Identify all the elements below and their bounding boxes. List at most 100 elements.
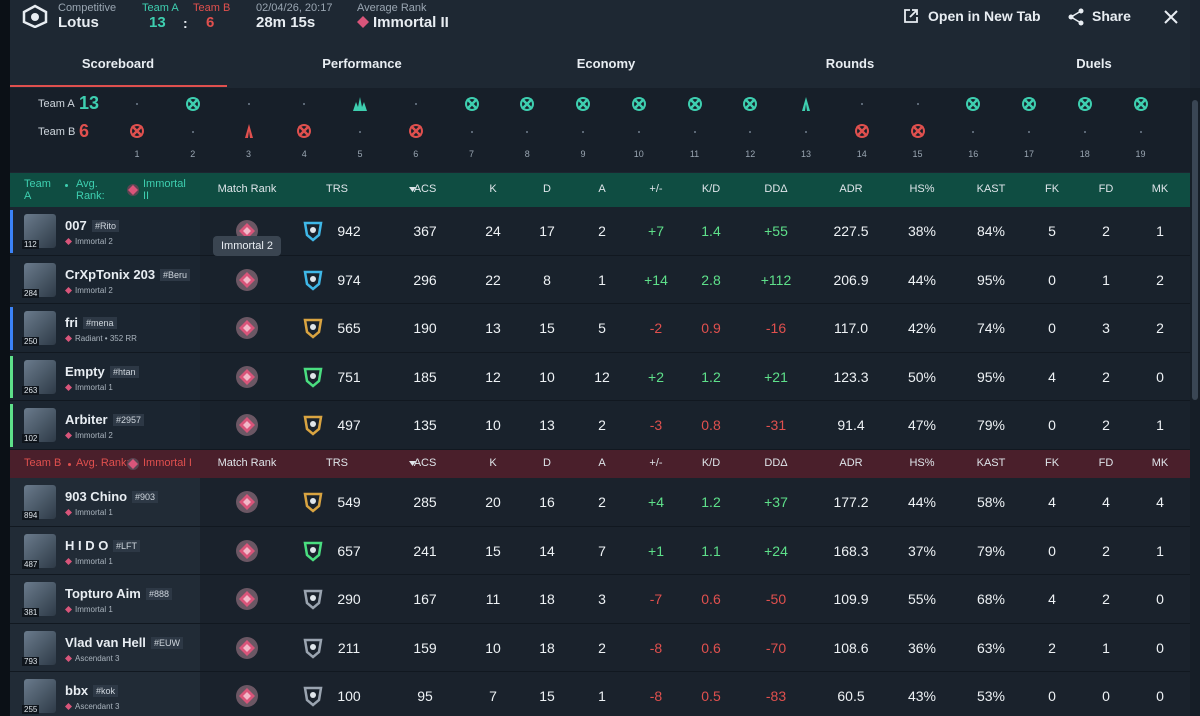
- stat: 4: [1048, 494, 1056, 510]
- tab[interactable]: Performance: [322, 56, 402, 71]
- stat: 16: [539, 494, 555, 510]
- player-row: [10, 672, 1190, 716]
- left-strip: [0, 0, 10, 716]
- level: 112: [22, 240, 39, 249]
- sort-arrow: [409, 461, 416, 466]
- mode: Competitive: [58, 2, 117, 14]
- round-dot: [526, 131, 529, 133]
- stat: 22: [485, 271, 501, 288]
- close-icon[interactable]: [1164, 10, 1178, 24]
- player-tag: #kok: [93, 685, 119, 698]
- level: 250: [22, 337, 40, 347]
- round-dot: [916, 103, 919, 105]
- score-sep: :: [183, 15, 188, 31]
- tab[interactable]: Scoreboard: [81, 56, 155, 71]
- team-label: Team B: [24, 457, 62, 469]
- stat: 7: [598, 542, 606, 559]
- team-b-score: 6: [206, 14, 215, 31]
- stat: 0: [1156, 591, 1164, 608]
- stat: 18: [539, 591, 555, 608]
- share-icon[interactable]: [1067, 8, 1085, 26]
- stat: 497: [337, 417, 361, 434]
- stat: 44%: [907, 494, 937, 510]
- round-dot: [693, 131, 696, 133]
- stat: 2: [1102, 542, 1110, 559]
- trs-icon: [303, 270, 323, 291]
- stat: -31: [765, 417, 787, 434]
- round-dot: [1083, 131, 1086, 133]
- duration: 28m 15s: [256, 14, 316, 31]
- team-header: [10, 173, 1190, 207]
- round-dot: [1139, 131, 1142, 133]
- open-icon[interactable]: [903, 8, 919, 24]
- scroll-thumb: [1192, 100, 1198, 400]
- stat: 44%: [907, 271, 937, 288]
- stat: 63%: [976, 639, 1006, 656]
- stat: 4: [1156, 494, 1164, 510]
- column-header: ACS: [413, 457, 437, 469]
- stat: 296: [413, 271, 437, 288]
- column-header: FK: [1044, 457, 1060, 469]
- stat: 1: [598, 271, 606, 288]
- round-number: 8: [524, 149, 530, 159]
- stat: 0.6: [701, 591, 721, 608]
- round-number: 13: [800, 149, 812, 159]
- tab-bar: [10, 33, 1190, 88]
- round-number: 3: [245, 149, 252, 159]
- column-header: +/-: [649, 457, 663, 469]
- stat: 190: [413, 320, 437, 337]
- match-rank-icon: [236, 636, 258, 659]
- match-rank-icon: [236, 414, 258, 437]
- player-name: Empty: [65, 363, 105, 379]
- level: 793: [22, 656, 40, 666]
- stat: 50%: [907, 368, 937, 385]
- player-name: CrXpTonix 203: [65, 266, 156, 282]
- round-team-b: Team B: [38, 126, 76, 138]
- header-bar: [10, 0, 1190, 33]
- match-rank-icon: [236, 365, 258, 388]
- round-win-icon: [910, 124, 925, 138]
- rank-mini-icon: [65, 703, 72, 711]
- tab-underline: [10, 85, 227, 87]
- trs-icon: [303, 221, 323, 242]
- stat: 206.9: [833, 271, 869, 288]
- round-win-icon: [743, 97, 758, 111]
- round-number: 12: [745, 149, 756, 159]
- column-header: ADR: [839, 183, 863, 195]
- stat: 1: [1102, 639, 1110, 656]
- player-row: [10, 304, 1190, 353]
- share[interactable]: Share: [1092, 8, 1131, 24]
- round-number: 4: [301, 149, 307, 159]
- player-name: bbx: [65, 683, 89, 699]
- stat: 167: [413, 591, 437, 608]
- stat: 100: [337, 688, 361, 705]
- level: 381: [22, 608, 40, 618]
- stat: +4: [648, 494, 664, 510]
- trs-icon: [303, 541, 323, 562]
- stat: 117.0: [834, 320, 868, 337]
- rank-mini-icon: [65, 238, 72, 245]
- avg-rank-label: Avg. Rank:: [76, 178, 105, 202]
- tab[interactable]: Duels: [1076, 56, 1112, 71]
- player-name: fri: [65, 315, 78, 331]
- round-win-icon: [520, 97, 535, 111]
- player-row: [10, 526, 1190, 576]
- stat: 2: [598, 639, 606, 656]
- round-dot: [805, 131, 807, 133]
- round-win-icon: [297, 124, 312, 138]
- round-dot: [860, 103, 863, 105]
- open-new-tab[interactable]: Open in New Tab: [928, 8, 1041, 24]
- tab[interactable]: Economy: [576, 56, 636, 71]
- tab[interactable]: Rounds: [825, 56, 875, 71]
- stat: 549: [337, 494, 361, 510]
- stat: 0: [1048, 320, 1056, 337]
- stat: 18: [539, 639, 555, 656]
- stat: 5: [1048, 223, 1056, 239]
- stat: 1: [1156, 542, 1164, 559]
- round-win-icon: [130, 124, 144, 138]
- round-dot: [247, 103, 250, 105]
- stat: 15: [485, 542, 501, 559]
- level: 284: [22, 288, 40, 298]
- stat: 227.5: [833, 223, 869, 239]
- column-header: A: [598, 457, 606, 469]
